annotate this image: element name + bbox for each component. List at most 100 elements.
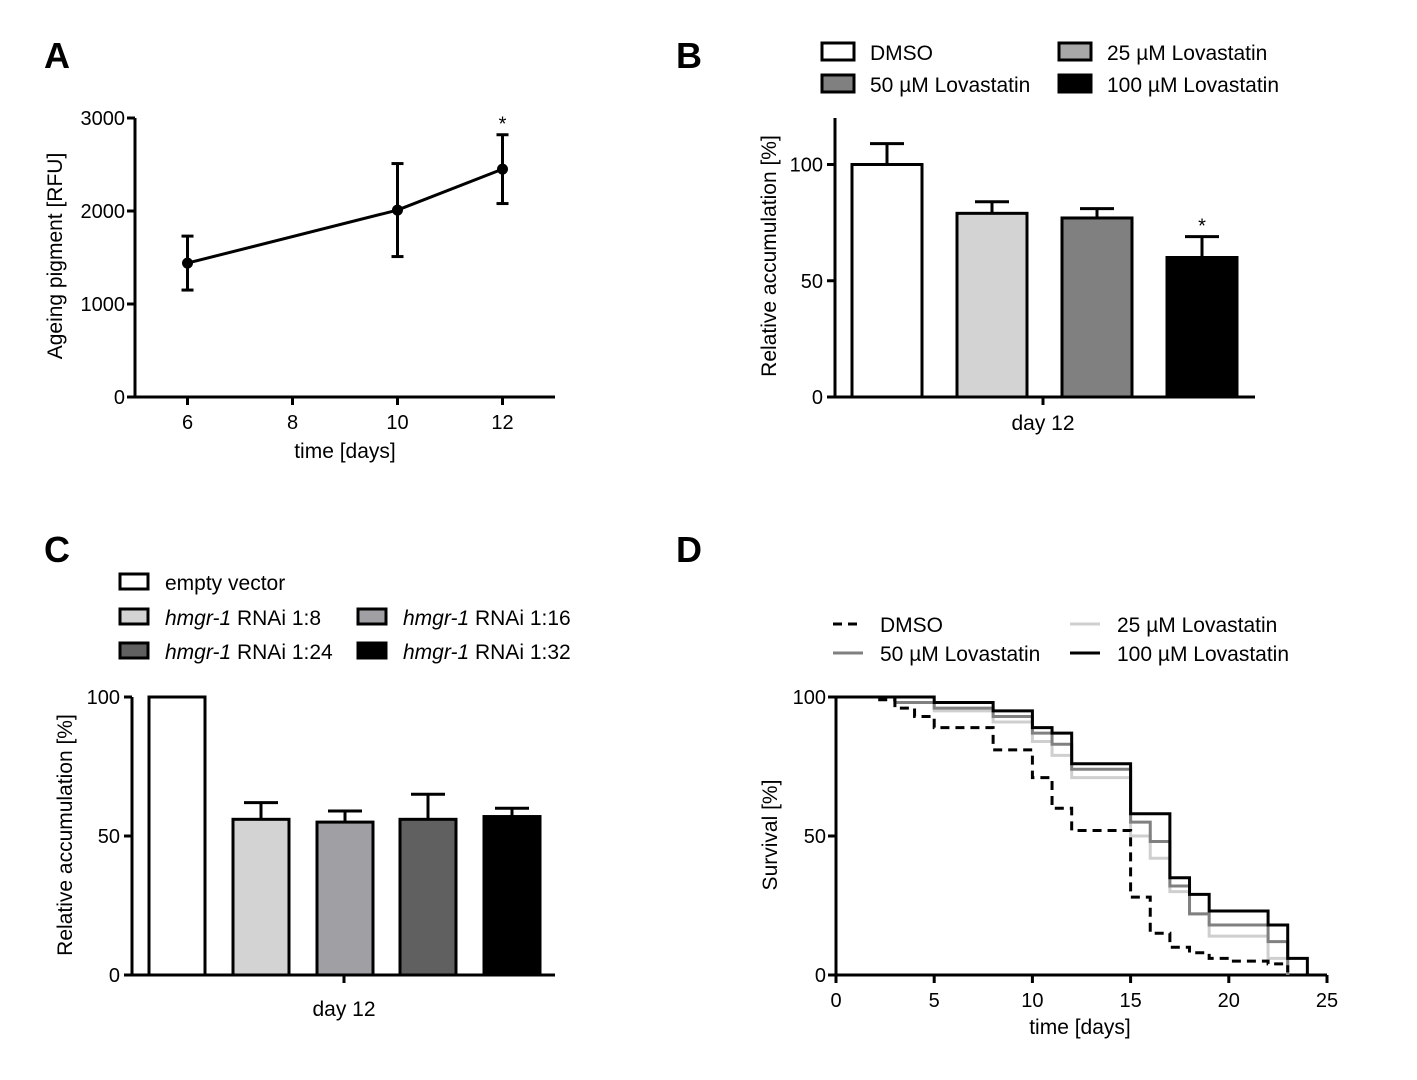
data-point [392,204,403,216]
panel-c-bar-chart: C Relative accumulation [%] day 12 empty… [44,529,571,1021]
legend-label: hmgr-1 RNAi 1:16 [403,607,571,630]
panel-b-y-axis-title: Relative accumulation [%] [758,135,781,377]
panel-a-line-chart: A Ageing pigment [RFU] time [days] 6 8 10 1… [44,35,555,463]
bar [315,820,375,977]
panel-b-y-ticks: 0 50 100 [790,155,835,409]
x-tick-label: 5 [929,990,940,1012]
panel-d-marks [836,695,1309,975]
x-tick-label: 12 [491,412,513,434]
significance-marker: * [499,114,507,136]
y-tick-label: 100 [87,687,120,709]
panel-a-x-ticks: 6 8 10 12 [182,397,514,434]
y-tick-label: 0 [114,387,125,409]
x-tick-label: 25 [1316,990,1338,1012]
legend-label-gene: hmgr-1 [165,641,231,664]
panel-c-y-ticks: 0 50 100 [87,687,132,987]
legend-swatch [820,73,856,94]
panel-c-y-axis-title: Relative accumulation [%] [54,714,77,956]
legend-label: 25 µM Lovastatin [1107,42,1267,65]
x-tick-label: 8 [287,412,298,434]
bar [147,695,207,977]
legend-swatch [118,641,150,660]
legend-label: 50 µM Lovastatin [870,74,1030,97]
legend-swatch [820,41,856,62]
panel-b-legend: DMSO 25 µM Lovastatin 50 µM Lovastatin 100 … [820,41,1279,97]
data-point [497,163,508,175]
legend-label: 100 µM Lovastatin [1107,74,1279,97]
legend-label: hmgr-1 RNAi 1:24 [165,641,333,664]
legend-swatch [1057,41,1093,62]
series-line [187,167,504,265]
survival-curve [836,695,1290,975]
panel-d-survival-chart: D Survival [%] time [days] DMSO 25 µM Lov… [676,529,1338,1039]
survival-curve [836,695,1290,973]
panel-d-x-axis-title: time [days] [1029,1016,1131,1039]
y-tick-label: 50 [801,271,823,293]
panel-d-letter: D [676,529,702,570]
legend-label-rnai: RNAi 1:32 [469,641,571,664]
legend-label: hmgr-1 RNAi 1:8 [165,607,321,630]
significance-marker: * [1198,216,1206,238]
legend-swatch [118,607,150,626]
legend-label-gene: hmgr-1 [165,607,231,630]
legend-label: hmgr-1 RNAi 1:32 [403,641,571,664]
data-point [182,257,193,269]
y-tick-label: 0 [812,387,823,409]
panel-b-x-axis-title: day 12 [1011,412,1074,435]
legend-label-rnai: RNAi 1:16 [469,607,571,630]
legend-label-rnai: RNAi 1:24 [231,641,333,664]
panel-a-letter: A [44,35,70,76]
panel-d-y-ticks: 0 50 100 [793,687,836,987]
bar [482,815,542,977]
legend-label: 100 µM Lovastatin [1117,643,1289,666]
panel-a-marks: * [181,114,509,292]
legend-label: 25 µM Lovastatin [1117,614,1277,637]
panel-b-letter: B [676,35,702,76]
panel-c-marks [147,695,542,977]
x-tick-label: 10 [386,412,408,434]
panel-d-y-axis-title: Survival [%] [759,780,782,891]
x-tick-label: 0 [830,990,841,1012]
legend-label: empty vector [165,572,285,595]
panel-b-marks: * [850,142,1239,399]
y-tick-label: 2000 [81,201,126,223]
legend-label: 50 µM Lovastatin [880,643,1040,666]
y-tick-label: 3000 [81,108,126,130]
bar [955,211,1029,399]
survival-curve [836,695,1290,975]
legend-label: DMSO [880,614,943,637]
y-tick-label: 50 [804,826,826,848]
bar [1165,256,1239,399]
bar [231,817,291,977]
y-tick-label: 0 [815,965,826,987]
panel-a-x-axis-title: time [days] [294,440,396,463]
bar [398,817,458,977]
bar [1060,216,1134,399]
panel-d-axes [834,697,1327,977]
x-tick-label: 6 [182,412,193,434]
panel-c-letter: C [44,529,70,570]
y-tick-label: 100 [790,155,823,177]
panel-c-x-axis-title: day 12 [312,998,375,1021]
panel-a-y-axis-title: Ageing pigment [RFU] [44,153,67,360]
survival-curve [836,695,1309,975]
x-tick-label: 15 [1119,990,1141,1012]
legend-swatch [118,572,150,591]
panel-d-legend: DMSO 25 µM Lovastatin 50 µM Lovastatin 100 … [833,614,1289,666]
legend-label-gene: hmgr-1 [403,641,469,664]
legend-label-gene: hmgr-1 [403,607,469,630]
x-tick-label: 20 [1218,990,1240,1012]
panel-b-bar-chart: B Relative accumulation [%] day 12 DMSO 2… [676,35,1279,435]
legend-label: DMSO [870,42,933,65]
legend-swatch [356,641,388,660]
y-tick-label: 1000 [81,294,126,316]
panel-d-x-ticks: 0 5 10 15 20 25 [830,975,1338,1012]
x-tick-label: 10 [1021,990,1043,1012]
panel-a-axes [133,118,555,399]
legend-swatch [356,607,388,626]
y-tick-label: 50 [98,826,120,848]
y-tick-label: 0 [109,965,120,987]
legend-label-rnai: RNAi 1:8 [231,607,321,630]
